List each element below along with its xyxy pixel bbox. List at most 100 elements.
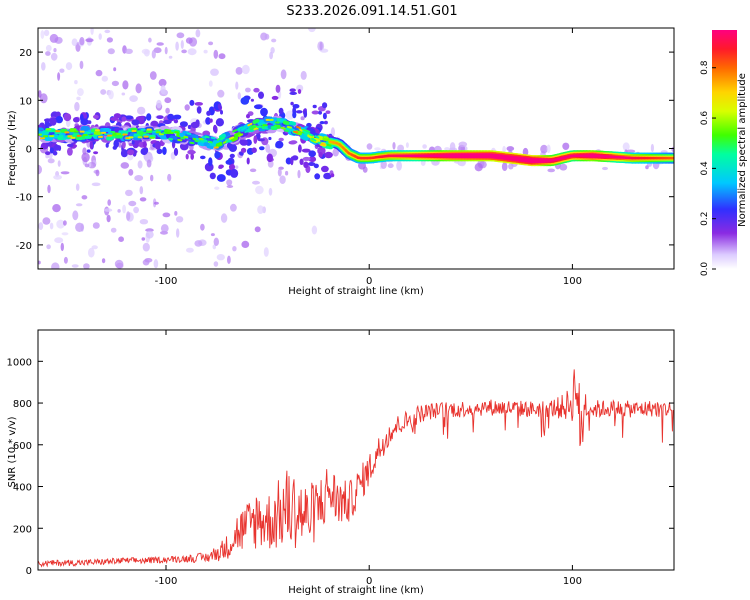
- spectrogram-blob: [291, 155, 299, 161]
- spectrogram-blob: [266, 153, 273, 163]
- spectrogram-blob: [162, 146, 167, 155]
- spectrogram-scatter-blob: [263, 247, 269, 257]
- spectrogram-scatter-blob: [92, 222, 100, 229]
- spectrogram-track-segment: [302, 130, 308, 134]
- spectrogram-blob: [67, 147, 73, 156]
- spectrogram-scatter-blob: [38, 260, 41, 265]
- spectrogram-blob: [154, 140, 161, 150]
- spectrogram-x-tick-label: 100: [563, 276, 582, 287]
- spectrogram-scatter-blob: [74, 101, 80, 112]
- spectrogram-scatter-blob: [122, 80, 129, 90]
- spectrogram-x-axis-label: Height of straight line (km): [288, 286, 424, 297]
- spectrogram-track-segment: [231, 136, 239, 142]
- spectrogram-blob: [258, 91, 264, 99]
- spectrogram-scatter-blob: [269, 51, 273, 60]
- spectrogram-blob: [53, 144, 61, 151]
- spectrogram-track-segment: [198, 137, 204, 141]
- spectrogram-scatter-blob: [271, 38, 277, 43]
- spectrogram-blob: [194, 102, 203, 106]
- spectrogram-blob: [220, 110, 223, 115]
- spectrogram-scatter-blob: [300, 70, 307, 80]
- spectrogram-blob: [209, 172, 216, 180]
- spectrogram-scatter-blob: [45, 51, 51, 56]
- spectrogram-scatter-blob: [226, 185, 234, 188]
- spectrogram-scatter-blob: [122, 204, 126, 214]
- spectrogram-blob: [230, 168, 239, 178]
- spectrogram-track-segment: [277, 119, 283, 122]
- spectrogram-scatter-blob: [203, 49, 208, 54]
- spectrogram-scatter-blob: [47, 158, 55, 164]
- spectrogram-scatter-blob: [153, 259, 159, 269]
- spectrogram-blob: [113, 139, 119, 148]
- spectrogram-scatter-blob: [57, 72, 61, 81]
- spectrogram-scatter-blob: [46, 244, 51, 250]
- spectrogram-blob: [124, 115, 134, 120]
- spectrogram-blob: [228, 144, 237, 152]
- spectrogram-scatter-blob: [75, 203, 83, 207]
- spectrogram-scatter-blob: [74, 80, 78, 85]
- spectrogram-blob: [289, 91, 298, 95]
- spectrogram-track-segment: [323, 136, 329, 139]
- spectrogram-scatter-blob: [184, 104, 190, 111]
- spectrogram-scatter-blob: [100, 89, 107, 95]
- spectrogram-blob: [307, 162, 316, 166]
- spectrogram-blob: [196, 106, 202, 114]
- spectrogram-scatter-blob: [547, 168, 555, 173]
- spectrogram-blob: [93, 114, 99, 119]
- spectrogram-scatter-blob: [277, 168, 282, 177]
- spectrogram-scatter-blob: [213, 237, 219, 246]
- spectrogram-scatter-blob: [121, 92, 126, 96]
- spectrogram-track-segment: [300, 132, 310, 141]
- spectrogram-y-axis-label: Frequency (Hz): [7, 110, 18, 186]
- spectrogram-blob: [299, 158, 304, 165]
- spectrogram-blob: [257, 138, 266, 142]
- spectrogram-track-segment: [296, 125, 302, 130]
- spectrogram-blob: [308, 156, 317, 163]
- spectrogram-scatter-blob: [380, 160, 387, 169]
- spectrogram-blob: [113, 113, 121, 119]
- spectrogram-scatter-blob: [308, 28, 316, 33]
- spectrogram-scatter-blob: [602, 166, 608, 171]
- spectrogram-blob: [209, 118, 213, 123]
- spectrogram-scatter-blob: [156, 99, 162, 109]
- spectrogram-scatter-blob: [141, 48, 150, 55]
- spectrogram-blob: [278, 137, 284, 142]
- spectrogram-scatter-blob: [126, 211, 131, 221]
- snr-marks: [38, 369, 674, 568]
- spectrogram-track-segment: [308, 133, 314, 137]
- spectrogram-scatter-blob: [101, 258, 106, 264]
- spectrogram-scatter-blob: [230, 203, 237, 212]
- spectrogram-scatter-blob: [562, 142, 570, 150]
- spectrogram-blob: [63, 113, 72, 122]
- spectrogram-scatter-blob: [57, 160, 61, 167]
- spectrogram-track-segment: [215, 141, 223, 148]
- spectrogram-scatter-blob: [217, 89, 225, 98]
- spectrogram-scatter-blob: [164, 46, 168, 55]
- spectrogram-scatter-blob: [162, 212, 171, 218]
- spectrogram-scatter-blob: [50, 52, 58, 61]
- spectrogram-track-segment: [249, 124, 257, 131]
- spectrogram-scatter-blob: [79, 60, 84, 70]
- spectrogram-blob: [290, 101, 294, 106]
- spectrogram-scatter-blob: [104, 29, 111, 34]
- spectrogram-track-segment: [185, 133, 193, 138]
- spectrogram-blob: [295, 110, 303, 114]
- spectrogram-scatter-blob: [85, 38, 94, 43]
- spectrogram-scatter-blob: [311, 225, 318, 235]
- spectrogram-scatter-blob: [90, 28, 94, 35]
- spectrogram-scatter-blob: [59, 68, 65, 73]
- colorbar-label: Normalized spectral amplitude: [737, 73, 748, 227]
- spectrogram-scatter-blob: [210, 68, 219, 76]
- spectrogram-scatter-blob: [546, 144, 551, 154]
- spectrogram-scatter-blob: [268, 187, 273, 196]
- spectrogram-blob: [318, 152, 323, 158]
- spectrogram-scatter-blob: [104, 208, 113, 212]
- spectrogram-track-segment: [197, 141, 205, 147]
- spectrogram-blob: [325, 110, 331, 114]
- spectrogram-scatter-blob: [137, 106, 146, 115]
- spectrogram-blob: [131, 139, 135, 145]
- spectrogram-scatter-blob: [226, 179, 233, 186]
- spectrogram-scatter-blob: [107, 199, 111, 206]
- spectrogram-scatter-blob: [397, 144, 404, 152]
- spectrogram-blob: [217, 103, 222, 110]
